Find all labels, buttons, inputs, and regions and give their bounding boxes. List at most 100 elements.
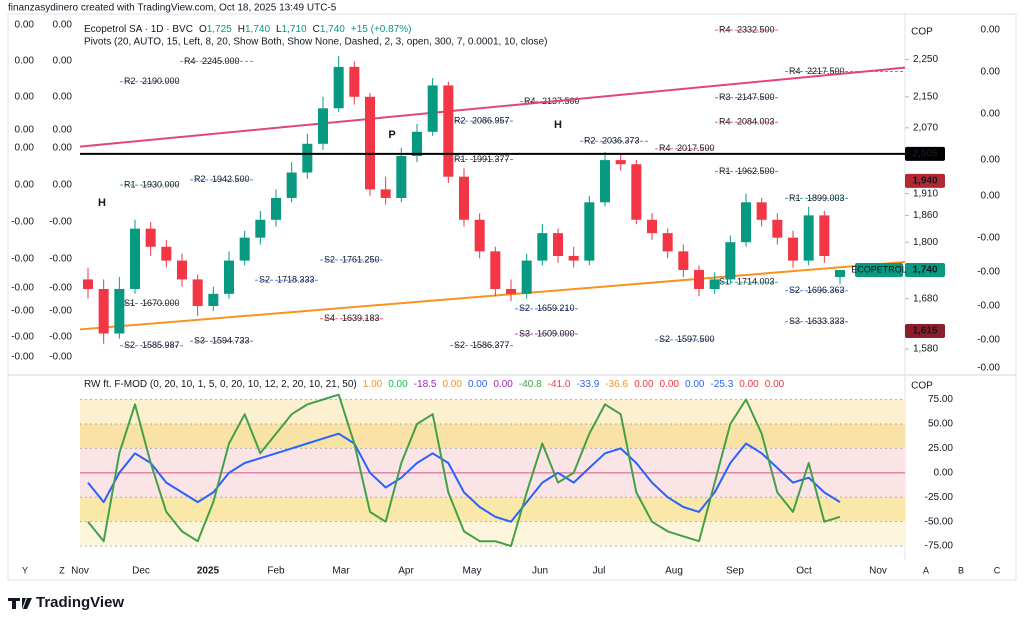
band: [80, 399, 905, 424]
candle-body: [834, 269, 846, 278]
x-tick-label: Sep: [726, 566, 744, 577]
symbol-tag: ECOPETROL: [851, 264, 907, 274]
left-scale-label: 0.00: [53, 180, 73, 191]
y-tick-label: 2,150: [913, 91, 938, 102]
candle-body: [114, 288, 125, 334]
candle-body: [223, 260, 235, 294]
candle-body: [208, 293, 219, 307]
x-tick-label: Dec: [132, 566, 150, 577]
pivot-value: 2190.000: [142, 76, 180, 86]
pivot-key: R2: [584, 136, 596, 146]
pivot-key: S1: [124, 298, 135, 308]
right-scale-label: 0.00: [981, 191, 1001, 202]
left-scale-label: 0.00: [53, 56, 73, 67]
left-scale-label: -0.00: [11, 217, 34, 228]
osc-value: -41.0: [548, 379, 571, 390]
left-scale-label: -0.00: [49, 283, 72, 294]
pivot-value: 1761.250: [342, 254, 380, 264]
pivot-key: R4: [789, 66, 801, 76]
band: [80, 497, 905, 522]
left-scale-label: -0.00: [11, 254, 34, 265]
price-label-box: [905, 262, 945, 277]
pivot-key: S3: [789, 316, 800, 326]
candle-body: [411, 131, 423, 156]
osc-tick-label: -50.00: [925, 516, 954, 527]
candle-body: [270, 197, 282, 220]
annotation: P: [388, 129, 395, 141]
pivot-key: R1: [124, 180, 136, 190]
pivot-value: 1670.000: [142, 298, 180, 308]
pivot-value: 1991.377: [472, 154, 510, 164]
pivot-key: R4: [184, 56, 196, 66]
candle-body: [599, 160, 611, 203]
right-scale-label: 0.00: [981, 155, 1001, 166]
pivot-value: 2036.373: [602, 136, 640, 146]
candle-body: [364, 96, 376, 190]
pivot-key: S4: [324, 313, 335, 323]
osc-value: -36.6: [605, 379, 628, 390]
candle-body: [537, 233, 548, 261]
candle-body: [161, 246, 172, 261]
candle-body: [756, 202, 767, 220]
pivot-key: R2: [124, 76, 136, 86]
candle-body: [725, 242, 736, 280]
y-tick-label: 1,910: [913, 188, 938, 199]
annotation: H: [98, 197, 106, 209]
ohlc-value: 1,725: [207, 24, 232, 35]
osc-tick-label: -75.00: [925, 541, 954, 552]
osc-value: 0.00: [468, 379, 488, 390]
osc-line: [87, 432, 841, 523]
osc-value: 0.00: [739, 379, 759, 390]
price-label-box: [905, 173, 945, 188]
candle-body: [317, 108, 329, 144]
trend-line: [79, 66, 906, 148]
pivot-key: R1: [789, 193, 801, 203]
pivot-value: 1633.333: [807, 316, 845, 326]
candle-body: [443, 85, 454, 177]
pivot-key: S2: [454, 340, 465, 350]
pivot-value: 1659.210: [537, 303, 575, 313]
osc-value: -40.8: [519, 379, 542, 390]
left-scale-label: 0.00: [15, 92, 35, 103]
osc-value: 0.00: [765, 379, 785, 390]
osc-value: 0.00: [493, 379, 513, 390]
pivot-key: R2: [454, 116, 466, 126]
x-tick-label: Nov: [71, 566, 89, 577]
x-tick-label: Jun: [532, 566, 548, 577]
x-tick-label: Mar: [332, 566, 350, 577]
pivot-key: S2: [519, 303, 530, 313]
brand-logo: TradingView: [8, 594, 124, 611]
osc-value: 0.00: [685, 379, 705, 390]
candle-body: [145, 228, 156, 247]
candle-body: [740, 202, 752, 243]
pivot-value: 1714.003: [737, 277, 775, 287]
y-tick-label: 1,800: [913, 237, 938, 248]
osc-tick-label: 50.00: [928, 419, 953, 430]
candle-body: [631, 164, 642, 220]
candle-body: [662, 233, 673, 252]
pivot-key: R2: [194, 174, 206, 184]
brand: TradingView: [36, 594, 124, 611]
pivot-value: 2084.003: [737, 117, 775, 127]
pivot-key: R4: [719, 117, 731, 127]
header: finanzasydinero created with TradingView…: [8, 3, 337, 14]
candle-body: [552, 233, 564, 256]
trend-line: [79, 260, 906, 331]
left-scale-label: -0.00: [11, 332, 34, 343]
pivot-value: 2332.500: [737, 24, 775, 34]
right-scale-label: 0.00: [981, 25, 1001, 36]
x-tick-label: May: [463, 566, 482, 577]
left-scale-label: -0.00: [49, 306, 72, 317]
x-tick-label: Oct: [796, 566, 812, 577]
left-scale-label: 0.00: [15, 56, 35, 67]
osc-value: 0.00: [660, 379, 680, 390]
y-tick-label: 1,580: [913, 344, 938, 355]
left-scale-label: -0.00: [49, 352, 72, 363]
y-tick-label: 2,070: [913, 122, 938, 133]
osc-currency: COP: [911, 381, 933, 392]
candle-body: [380, 189, 391, 198]
candle-body: [396, 155, 407, 198]
pivot-key: R4: [719, 24, 731, 34]
candle-body: [255, 219, 266, 238]
candle-body: [239, 237, 250, 261]
